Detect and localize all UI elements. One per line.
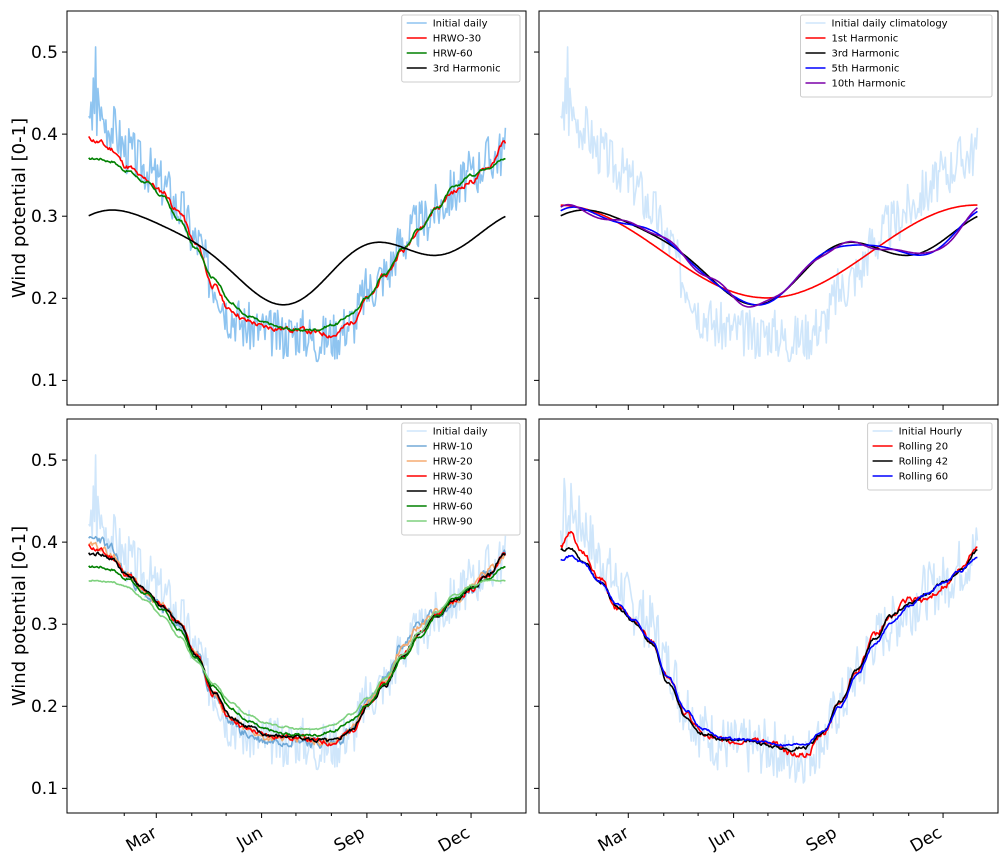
legend-label: HRW-90 <box>433 517 473 528</box>
ytick-label: 0.3 <box>31 207 58 227</box>
legend-label: Initial daily climatology <box>832 19 948 30</box>
ytick-label: 0.2 <box>31 697 58 717</box>
series-line <box>88 565 506 738</box>
legend-label: HRW-60 <box>433 49 473 60</box>
ytick-label: 0.4 <box>31 533 58 553</box>
panel-bottom-left <box>62 418 527 818</box>
legend-label: Rolling 60 <box>899 472 949 483</box>
panel-bottom-right <box>534 418 999 818</box>
legend-label: HRW-20 <box>433 457 473 468</box>
legend-label: 5th Harmonic <box>832 64 900 75</box>
series-line <box>559 477 979 784</box>
series-line <box>560 204 978 299</box>
legend-label: Rolling 20 <box>899 442 949 453</box>
legend-label: HRW-60 <box>433 502 473 513</box>
top-left-ylabel: Wind potential [0-1] <box>9 118 30 298</box>
legend-box <box>401 14 521 83</box>
series-line <box>88 46 507 363</box>
ytick-label: 0.4 <box>31 125 58 145</box>
legend-label: 10th Harmonic <box>832 79 906 90</box>
legend-label: 1st Harmonic <box>832 34 899 45</box>
series-line <box>88 209 506 306</box>
ytick-label: 0.1 <box>31 779 58 799</box>
series-line <box>88 454 507 771</box>
legend-label: 3rd Harmonic <box>433 64 501 75</box>
legend-label: HRW-30 <box>433 472 473 483</box>
series-line <box>88 157 506 332</box>
legend-box <box>401 422 521 536</box>
legend-label: HRWO-30 <box>433 34 481 45</box>
axes-frame <box>66 418 527 814</box>
series-line <box>560 547 978 753</box>
panel-top-left <box>62 10 527 410</box>
series-line <box>560 46 979 363</box>
legend-label: HRW-40 <box>433 487 473 498</box>
ytick-label: 0.2 <box>31 289 58 309</box>
bottom-left-ylabel: Wind potential [0-1] <box>9 526 30 706</box>
ytick-label: 0.3 <box>31 615 58 635</box>
ytick-label: 0.5 <box>31 451 58 471</box>
series-line <box>88 579 506 731</box>
axes-frame <box>538 10 999 406</box>
panel-top-right <box>534 10 999 410</box>
legend-label: Initial Hourly <box>899 427 963 438</box>
series-line <box>560 203 978 308</box>
legend-box <box>800 14 993 98</box>
legend-label: Initial daily <box>433 427 488 438</box>
series-line <box>560 206 978 306</box>
legend-label: HRW-10 <box>433 442 473 453</box>
legend-label: Rolling 42 <box>899 457 949 468</box>
legend-label: Initial daily <box>433 19 488 30</box>
legend-label: 3rd Harmonic <box>832 49 900 60</box>
ytick-label: 0.1 <box>31 371 58 391</box>
axes-frame <box>538 418 999 814</box>
axes-frame <box>66 10 527 406</box>
legend-box <box>867 422 993 491</box>
series-line <box>560 554 978 747</box>
ytick-label: 0.5 <box>31 43 58 63</box>
